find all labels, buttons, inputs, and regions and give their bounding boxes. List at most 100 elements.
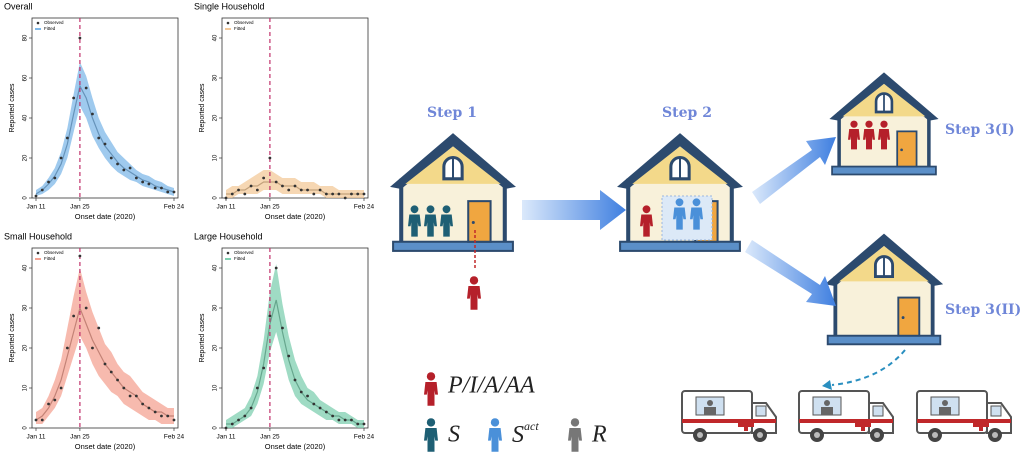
- chart-title: Single Household: [194, 1, 265, 11]
- observed-point: [78, 254, 82, 258]
- y-tick-label: 40: [213, 264, 219, 271]
- y-tick-label: 20: [23, 344, 29, 351]
- observed-point: [103, 362, 107, 366]
- observed-point: [243, 414, 247, 418]
- legend-label: Observed: [44, 250, 64, 255]
- x-tick-label: Jan 11: [216, 434, 235, 441]
- x-tick-label: Feb 24: [164, 204, 185, 211]
- observed-point: [103, 142, 107, 146]
- y-tick-label: 0: [213, 196, 219, 200]
- legend-swatch: [226, 251, 230, 255]
- diagram-polygon: [752, 137, 836, 204]
- observed-point: [34, 194, 38, 198]
- observed-point: [281, 184, 284, 188]
- y-tick-label: 20: [213, 344, 219, 351]
- observed-point: [230, 192, 234, 196]
- observed-point: [343, 418, 347, 422]
- observed-point: [91, 346, 94, 350]
- observed-point: [172, 418, 176, 422]
- fitted-band: [226, 170, 364, 198]
- observed-point: [128, 166, 132, 170]
- observed-point: [299, 188, 303, 192]
- observed-point: [59, 156, 63, 160]
- observed-point: [331, 414, 335, 418]
- observed-point: [172, 190, 176, 194]
- diagram-use: [798, 390, 894, 443]
- observed-point: [293, 184, 297, 188]
- observed-point: [84, 306, 88, 310]
- diagram-polygon: [745, 240, 836, 306]
- x-axis-label: Onset date (2020): [75, 442, 136, 451]
- observed-point: [337, 192, 341, 196]
- observed-point: [324, 410, 328, 414]
- y-axis-label: Reported cases: [9, 83, 16, 133]
- y-tick-label: 20: [23, 154, 29, 161]
- y-tick-label: 30: [23, 304, 29, 311]
- x-tick-label: Feb 24: [164, 434, 185, 441]
- y-tick-label: 10: [23, 384, 29, 391]
- observed-point: [362, 422, 366, 426]
- x-tick-label: Jan 25: [260, 204, 280, 211]
- observed-point: [230, 422, 234, 426]
- observed-point: [97, 136, 101, 140]
- y-tick-label: 20: [213, 114, 219, 121]
- observed-point: [40, 418, 44, 422]
- observed-point: [72, 96, 76, 100]
- observed-point: [65, 136, 69, 140]
- observed-point: [318, 406, 322, 410]
- legend-label: Fitted: [44, 26, 56, 31]
- observed-point: [72, 314, 76, 318]
- y-tick-label: 0: [23, 196, 29, 200]
- legend-swatch: [36, 251, 40, 255]
- chart-title: Overall: [4, 1, 33, 11]
- observed-point: [312, 402, 316, 406]
- observed-point: [53, 176, 57, 180]
- observed-point: [84, 86, 88, 90]
- x-tick-label: Jan 25: [260, 434, 280, 441]
- diagram-use: [488, 418, 502, 452]
- x-tick-label: Jan 25: [70, 434, 90, 441]
- observed-point: [224, 426, 228, 430]
- y-tick-label: 40: [213, 34, 219, 41]
- observed-point: [306, 394, 309, 398]
- fitted-band: [36, 268, 174, 424]
- observed-point: [224, 196, 228, 200]
- observed-point: [268, 156, 272, 160]
- observed-point: [318, 188, 322, 192]
- x-axis-label: Onset date (2020): [265, 212, 326, 221]
- observed-point: [147, 182, 151, 186]
- fitted-line: [35, 84, 175, 195]
- plot-frame: [31, 17, 179, 199]
- observed-point: [128, 394, 132, 398]
- observed-point: [362, 192, 366, 196]
- x-tick-label: Jan 11: [26, 434, 45, 441]
- legend-label: Fitted: [234, 26, 246, 31]
- observed-point: [47, 180, 50, 184]
- observed-point: [312, 192, 316, 196]
- step-label: Step 3(I): [945, 122, 1015, 138]
- legend-label: Fitted: [44, 256, 56, 261]
- diagram-use: [390, 133, 516, 251]
- y-tick-label: 10: [213, 154, 219, 161]
- observed-point: [47, 402, 50, 406]
- observed-point: [287, 188, 291, 192]
- observed-point: [255, 188, 259, 192]
- observed-point: [116, 162, 119, 166]
- observed-point: [243, 192, 247, 196]
- observed-point: [134, 394, 138, 398]
- legend-label: S: [512, 422, 524, 448]
- observed-point: [141, 180, 145, 184]
- charts: Overall 0 20 40 60 80 Reported cases Jan 11 Jan …: [4, 1, 374, 451]
- observed-point: [274, 266, 278, 270]
- observed-point: [262, 366, 266, 370]
- observed-point: [53, 398, 57, 402]
- chart-panel: Overall 0 20 40 60 80 Reported cases Jan 11 Jan …: [4, 1, 184, 221]
- observed-point: [237, 418, 240, 422]
- y-tick-label: 40: [23, 114, 29, 121]
- y-axis-label: Reported cases: [199, 83, 206, 133]
- diagram-use: [424, 372, 438, 406]
- observed-point: [122, 386, 126, 390]
- plot-frame: [31, 247, 179, 429]
- observed-point: [34, 418, 38, 422]
- observed-point: [356, 192, 360, 196]
